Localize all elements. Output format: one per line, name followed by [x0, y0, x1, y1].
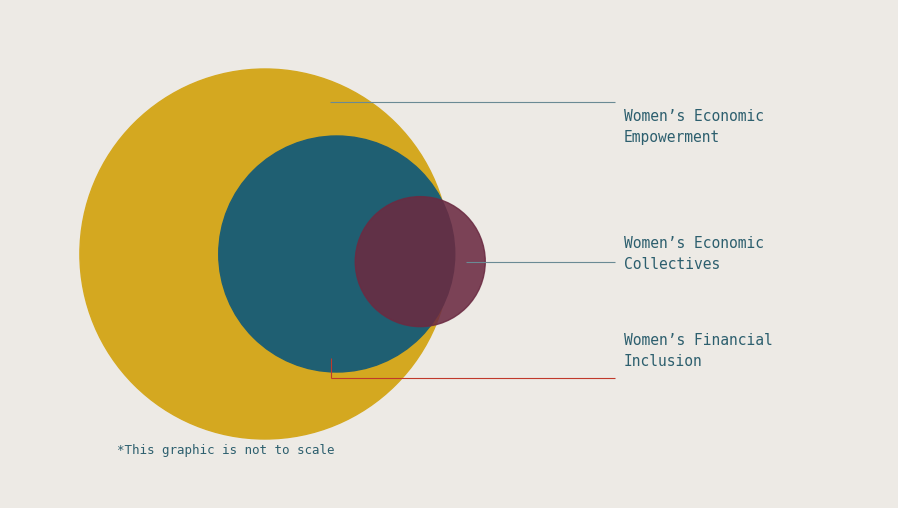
- Text: Women’s Economic
Collectives: Women’s Economic Collectives: [624, 236, 764, 272]
- Text: *This graphic is not to scale: *This graphic is not to scale: [117, 444, 334, 457]
- Ellipse shape: [219, 136, 454, 372]
- Ellipse shape: [80, 69, 450, 439]
- Text: Women’s Economic
Empowerment: Women’s Economic Empowerment: [624, 109, 764, 145]
- Text: Women’s Financial
Inclusion: Women’s Financial Inclusion: [624, 333, 773, 369]
- Ellipse shape: [356, 197, 485, 327]
